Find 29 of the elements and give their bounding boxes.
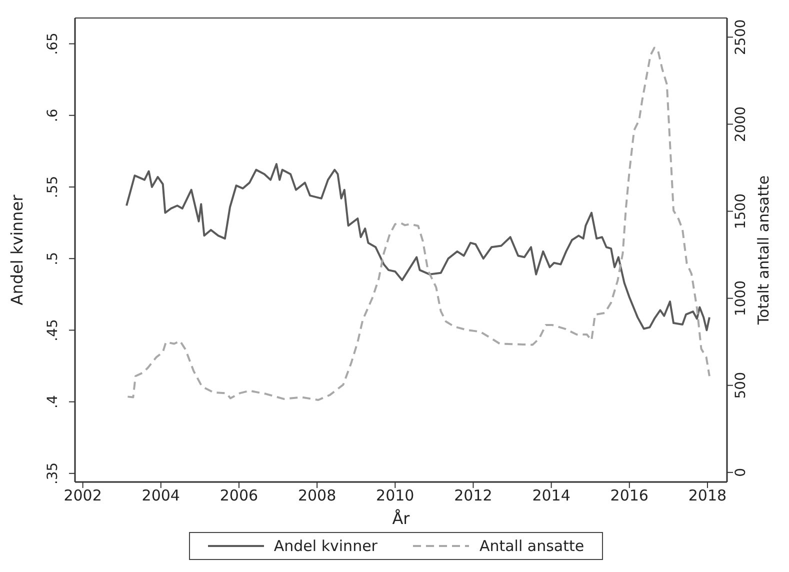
line-series	[126, 46, 710, 401]
y-tick-label: .6	[45, 108, 61, 122]
x-tick-label: 2018	[688, 486, 727, 505]
y-tick-label: .5	[45, 252, 61, 266]
y2-tick-label: 1500	[733, 193, 749, 230]
y2-tick-label: 1000	[733, 280, 749, 316]
x-tick-label: 2004	[142, 486, 180, 505]
x-tick-label: 2014	[532, 486, 570, 505]
x-tick-label: 2010	[376, 486, 414, 505]
x-tick-label: 2002	[64, 486, 102, 505]
x-axis-title: År	[392, 509, 410, 528]
y-tick-label: .65	[45, 32, 61, 55]
y-axis-title: Andel kvinner	[8, 194, 27, 306]
y2-axis-title: Totalt antall ansatte	[754, 175, 772, 326]
x-tick-label: 2008	[298, 486, 336, 505]
y2-tick-label: 2000	[733, 106, 749, 142]
x-tick-label: 2012	[454, 486, 492, 505]
y2-tick-label: 2500	[733, 19, 749, 55]
x-tick-label: 2016	[610, 486, 648, 505]
y-tick-label: .4	[45, 395, 61, 408]
y2-tick-label: 500	[733, 372, 749, 399]
legend-label: Andel kvinner	[274, 537, 378, 555]
line-series	[126, 163, 710, 332]
y-tick-label: .45	[45, 319, 61, 342]
legend-label: Antall ansatte	[479, 537, 584, 555]
y-tick-label: .35	[45, 462, 61, 485]
y-tick-label: .55	[45, 176, 61, 198]
y2-tick-label: 0	[733, 468, 749, 477]
x-tick-label: 2006	[220, 486, 258, 505]
